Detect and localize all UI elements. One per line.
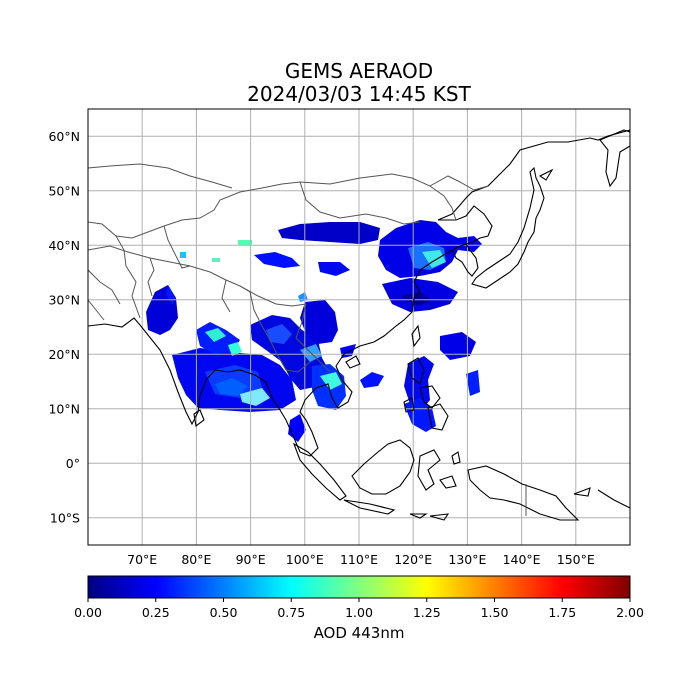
longitude-label: 100°E [286, 552, 324, 567]
country-borders [88, 163, 527, 516]
longitude-label: 80°E [181, 552, 211, 567]
colorbar-tick-label: 1.25 [413, 605, 441, 620]
longitude-label: 130°E [448, 552, 486, 567]
colorbar-tick-labels: 0.00 0.25 0.50 0.75 1.00 1.25 1.50 1.75 2.00 [74, 598, 644, 620]
longitude-label: 120°E [394, 552, 432, 567]
colorbar-tick-label: 1.75 [548, 605, 576, 620]
colorbar-label: AOD 443nm [313, 624, 405, 642]
colorbar-tick-label: 0.75 [277, 605, 305, 620]
latitude-label: 10°N [48, 401, 80, 416]
latitude-label: 20°N [48, 347, 80, 362]
longitude-label: 70°E [127, 552, 157, 567]
longitude-tick-labels: 70°E 80°E 90°E 100°E 110°E 120°E 130°E 140°E 150… [127, 552, 595, 567]
graticule [88, 109, 630, 545]
latitude-label: 40°N [48, 238, 80, 253]
latitude-label: 50°N [48, 183, 80, 198]
longitude-label: 140°E [503, 552, 541, 567]
colorbar-tick-label: 1.50 [481, 605, 509, 620]
latitude-label: 10°S [50, 510, 80, 525]
colorbar-tick-label: 0.25 [142, 605, 170, 620]
colorbar-tick-label: 1.00 [345, 605, 373, 620]
map-title: GEMS AERAOD [284, 59, 434, 83]
latitude-label: 30°N [48, 292, 80, 307]
latitude-tick-labels: 60°N 50°N 40°N 30°N 20°N 10°N 0° 10°S [48, 129, 80, 526]
map-subtitle: 2024/03/03 14:45 KST [247, 82, 471, 106]
colorbar-tick-label: 0.50 [210, 605, 238, 620]
latitude-label: 0° [66, 456, 80, 471]
latitude-label: 60°N [48, 129, 80, 144]
colorbar-tick-label: 2.00 [616, 605, 644, 620]
longitude-label: 110°E [340, 552, 378, 567]
colorbar-tick-label: 0.00 [74, 605, 102, 620]
coastlines [88, 129, 630, 521]
colorbar [87, 575, 631, 599]
longitude-label: 90°E [236, 552, 266, 567]
longitude-label: 150°E [557, 552, 595, 567]
